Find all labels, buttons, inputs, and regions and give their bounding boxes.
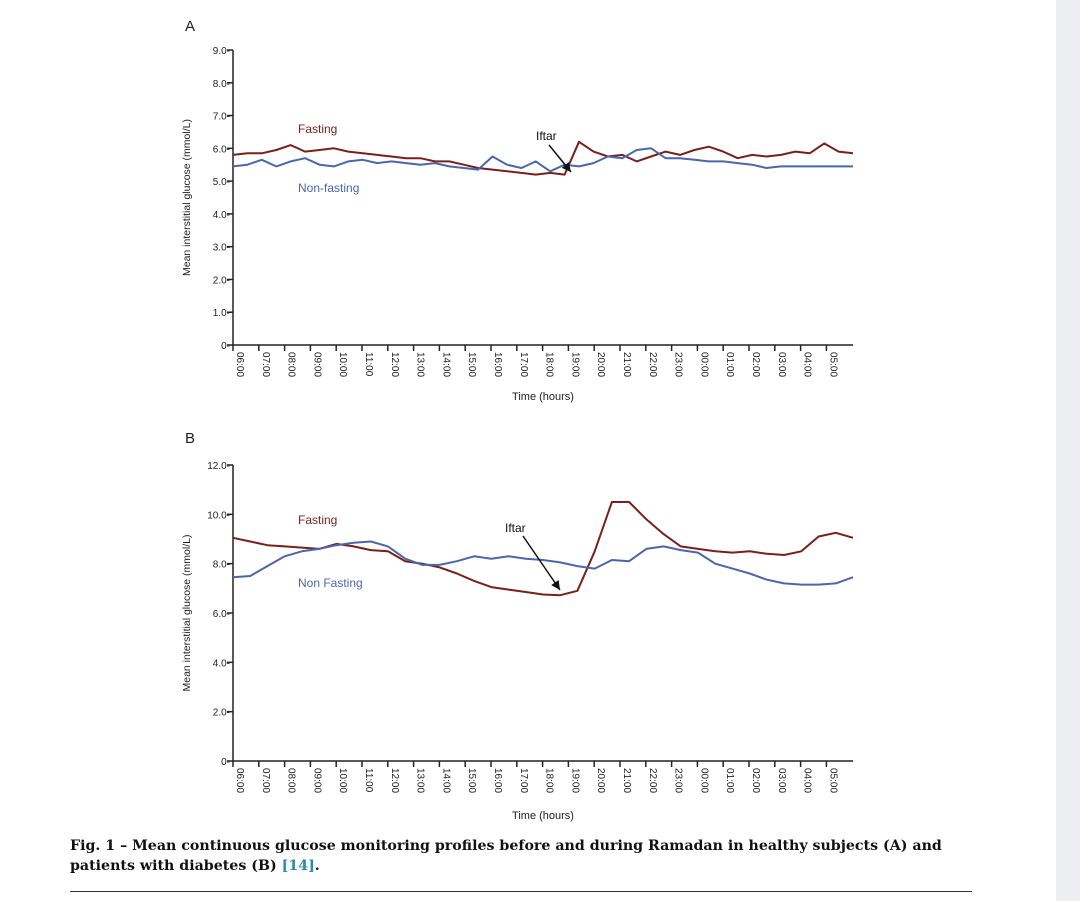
x-tick-label: 02:00 [750, 352, 761, 377]
y-tick-label: 6.0- [213, 144, 230, 155]
iftar-arrowhead [561, 162, 571, 172]
y-tick-label: 8.0- [213, 560, 230, 571]
x-tick-label: 18:00 [544, 768, 555, 793]
x-tick-label: 03:00 [776, 352, 787, 377]
annotation-label: Iftar [505, 521, 526, 535]
y-tick-label: 7.0- [213, 112, 230, 123]
x-axis-label: Time (hours) [512, 810, 574, 822]
x-tick-label: 19:00 [569, 352, 580, 377]
x-tick-label: 04:00 [802, 768, 813, 793]
x-tick-label: 17:00 [518, 352, 529, 377]
x-tick-label: 14:00 [440, 352, 451, 377]
x-tick-label: 08:00 [286, 768, 297, 793]
y-tick-label: 2.0- [213, 708, 230, 719]
x-tick-label: 21:00 [621, 352, 632, 377]
x-tick-label: 23:00 [673, 768, 684, 793]
x-tick-label: 15:00 [466, 768, 477, 793]
series-line-non-fasting [232, 147, 853, 173]
y-tick-label: 6.0- [213, 609, 230, 620]
x-tick-label: 02:00 [750, 768, 761, 793]
x-tick-label: 16:00 [492, 352, 503, 377]
x-tick-label: 08:00 [286, 352, 297, 377]
x-tick-label: 18:00 [544, 352, 555, 377]
annotation-label: Non Fasting [298, 576, 363, 590]
x-axis-label: Time (hours) [512, 391, 574, 403]
x-tick-label: 04:00 [802, 352, 813, 377]
y-tick-label: 5.0- [213, 177, 230, 188]
figure: A B 0- 1.0- 2.0- 3.0- 4.0- 5.0- 6.0- 7.0- 8.0- 9.… [181, 18, 854, 822]
x-tick-label: 20:00 [595, 352, 606, 377]
y-tick-label: 1.0- [213, 308, 230, 319]
x-tick-label: 00:00 [698, 768, 709, 793]
iftar-arrowhead [551, 580, 560, 590]
x-tick-label: 01:00 [724, 352, 735, 377]
y-tick-label: 8.0- [213, 79, 230, 90]
annotation-label: Non-fasting [298, 181, 359, 195]
x-tick-label: 13:00 [415, 768, 426, 793]
x-tick-label: 17:00 [518, 768, 529, 793]
y-tick-label: 10.0- [207, 510, 230, 521]
x-tick-label: 09:00 [311, 352, 322, 377]
y-tick-label: 4.0- [213, 210, 230, 221]
x-tick-label: 06:00 [234, 768, 245, 793]
x-tick-label: 21:00 [621, 768, 632, 793]
x-tick-label: 07:00 [260, 352, 271, 377]
x-tick-label: 20:00 [595, 768, 606, 793]
x-tick-label: 05:00 [827, 352, 838, 377]
x-tick-label: 03:00 [776, 768, 787, 793]
x-tick-label: 01:00 [724, 768, 735, 793]
y-tick-label: 9.0- [213, 46, 230, 57]
reference-link[interactable]: [14] [281, 858, 315, 874]
y-tick-label: 3.0- [213, 243, 230, 254]
figure-caption: Fig. 1 – Mean continuous glucose monitor… [70, 836, 980, 876]
y-tick-label: 0- [221, 341, 230, 352]
annotation-label: Fasting [298, 513, 337, 527]
annotation-label: Fasting [298, 122, 337, 136]
iftar-arrow [522, 535, 561, 591]
panel-label-a: A [185, 18, 195, 35]
x-tick-label: 22:00 [647, 352, 658, 377]
chart-panel-a: 0- 1.0- 2.0- 3.0- 4.0- 5.0- 6.0- 7.0- 8.0- 9.0- 06… [181, 46, 854, 403]
x-tick-label: 10:00 [337, 352, 348, 377]
y-tick-label: 4.0- [213, 658, 230, 669]
x-tick-label: 23:00 [673, 352, 684, 377]
x-tick-label: 11:00 [363, 352, 374, 377]
scrollbar-area[interactable] [1056, 0, 1080, 901]
x-tick-label: 06:00 [234, 352, 245, 377]
x-tick-label: 19:00 [569, 768, 580, 793]
annotation-label: Iftar [536, 129, 557, 143]
y-tick-label: 2.0- [213, 275, 230, 286]
chart-panel-b: 0- 2.0- 4.0- 6.0- 8.0- 10.0- 12.0- 06:00 07:00 08… [181, 461, 854, 822]
x-tick-label: 00:00 [698, 352, 709, 377]
x-tick-label: 12:00 [389, 768, 400, 793]
caption-end: . [314, 858, 320, 874]
x-tick-label: 12:00 [389, 352, 400, 377]
caption-text: Fig. 1 – Mean continuous glucose monitor… [70, 838, 942, 874]
x-tick-label: 22:00 [647, 768, 658, 793]
y-tick-label: 12.0- [207, 461, 230, 472]
x-tick-label: 16:00 [492, 768, 503, 793]
y-tick-label: 0- [221, 757, 230, 768]
x-tick-label: 09:00 [311, 768, 322, 793]
x-tick-label: 05:00 [827, 768, 838, 793]
x-tick-label: 15:00 [466, 352, 477, 377]
x-tick-label: 07:00 [260, 768, 271, 793]
divider [70, 891, 972, 892]
x-tick-label: 14:00 [440, 768, 451, 793]
figure-charts: A B 0- 1.0- 2.0- 3.0- 4.0- 5.0- 6.0- 7.0- 8.0- 9.… [181, 18, 854, 822]
x-tick-label: 13:00 [415, 352, 426, 377]
y-axis-label: Mean interstitial glucose (mmol/L) [181, 119, 193, 276]
x-tick-label: 11:00 [363, 768, 374, 793]
panel-label-b: B [185, 430, 195, 447]
series-line-fasting [232, 501, 854, 597]
y-axis-label: Mean interstitial glucose (mmol/L) [181, 535, 193, 692]
series-line-non-fasting [232, 540, 854, 586]
series-line-fasting [232, 140, 854, 176]
x-tick-label: 10:00 [337, 768, 348, 793]
